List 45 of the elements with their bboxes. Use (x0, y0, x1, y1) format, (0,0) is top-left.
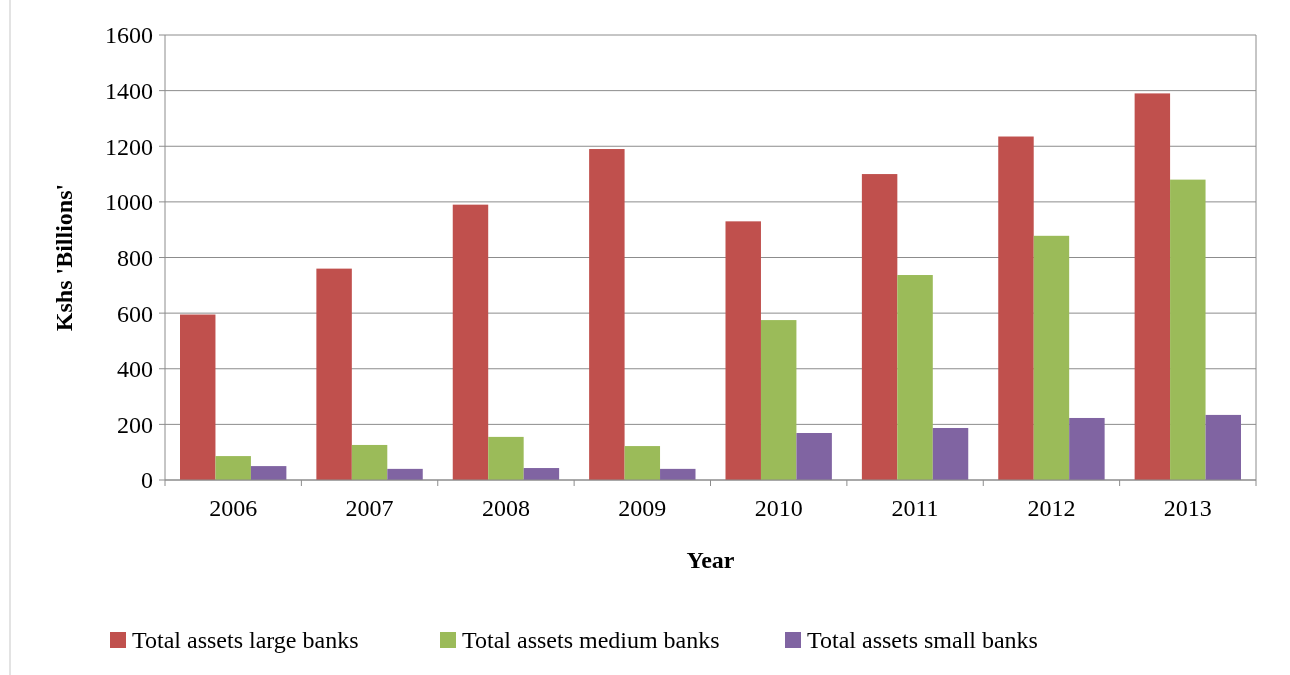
bar (589, 149, 625, 480)
bar (760, 320, 797, 480)
bar (1069, 417, 1105, 480)
bar (452, 204, 489, 480)
legend-label: Total assets large banks (132, 627, 359, 654)
bar (624, 446, 661, 480)
bar (998, 136, 1034, 480)
legend-label: Total assets medium banks (462, 627, 720, 654)
bar (932, 427, 969, 480)
y-tick-label: 600 (117, 300, 153, 327)
x-tick-label: 2009 (618, 495, 667, 521)
bar (351, 444, 388, 480)
x-tick-label: 2012 (1027, 495, 1076, 521)
y-tick-label: 200 (117, 411, 153, 438)
bar (1205, 414, 1241, 480)
bar (387, 468, 423, 480)
y-tick-label: 800 (117, 244, 153, 271)
x-tick-label: 2008 (481, 495, 530, 521)
x-tick-label: 2007 (345, 495, 394, 521)
y-axis-title: Kshs 'Billions' (51, 183, 77, 332)
y-tick-label: 1400 (105, 78, 153, 105)
bar (897, 275, 933, 480)
bar (725, 221, 761, 480)
x-axis-title: Year (686, 547, 735, 573)
bar (1134, 93, 1171, 480)
bar (488, 436, 524, 480)
x-tick-label: 2011 (891, 495, 939, 521)
bar (180, 314, 216, 480)
y-tick-label: 1600 (105, 22, 153, 49)
x-tick-label: 2013 (1163, 495, 1212, 521)
bar (796, 433, 832, 480)
y-tick-label: 1000 (105, 189, 153, 216)
bar (250, 466, 287, 480)
bar (1170, 179, 1206, 480)
y-tick-label: 400 (117, 356, 153, 383)
x-tick-label: 2006 (209, 495, 258, 521)
y-tick-label: 1200 (105, 133, 153, 160)
legend-label: Total assets small banks (807, 627, 1038, 654)
x-tick-label: 2010 (754, 495, 803, 521)
bar (316, 268, 352, 480)
bar (1033, 235, 1070, 480)
y-tick-label: 0 (141, 467, 153, 494)
bar (215, 456, 251, 480)
bar (523, 468, 560, 480)
bar (861, 174, 898, 480)
